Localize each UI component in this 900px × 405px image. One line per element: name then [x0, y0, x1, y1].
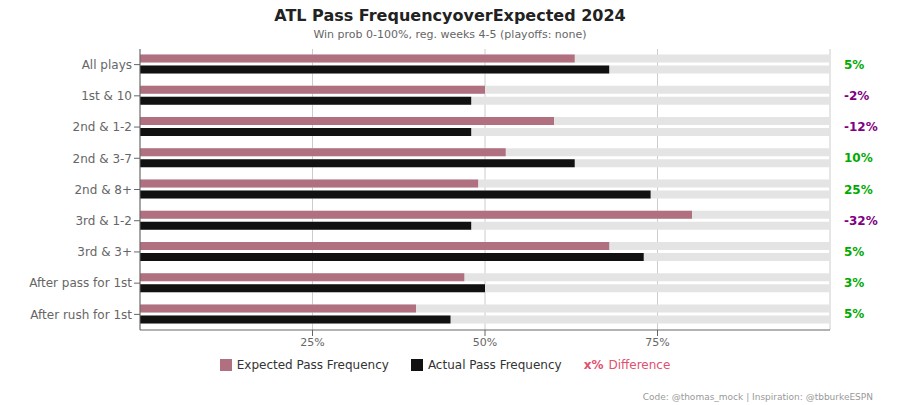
- html-text:Win prob 0-100%, reg. weeks 4-: Win prob 0-100%, reg. weeks 4-5 (playoff…: [313, 28, 587, 41]
- html-text:ATL Pass FrequencyoverExpected: ATL Pass FrequencyoverExpected 2024: [274, 6, 626, 25]
- svg-text:75%: 75%: [645, 336, 669, 349]
- svg-text:2nd & 1-2: 2nd & 1-2: [73, 120, 132, 134]
- svg-text:After pass for 1st: After pass for 1st: [29, 276, 132, 290]
- svg-text:25%: 25%: [300, 336, 324, 349]
- svg-text:25%: 25%: [844, 183, 873, 197]
- svg-text:2nd & 3-7: 2nd & 3-7: [73, 152, 132, 166]
- svg-text:After rush for 1st: After rush for 1st: [30, 308, 132, 322]
- html-text:Expected Pass Frequency: Expected Pass Frequency: [236, 358, 389, 372]
- svg-text:3rd & 3+: 3rd & 3+: [77, 245, 132, 259]
- svg-text:5%: 5%: [844, 307, 864, 321]
- html-text:Actual Pass Frequency: Actual Pass Frequency: [427, 358, 562, 372]
- html-text:Code: @thomas_mock | Inspirati: Code: @thomas_mock | Inspiration: @tbbur…: [642, 392, 873, 402]
- svg-text:3rd & 1-2: 3rd & 1-2: [75, 214, 132, 228]
- html-text:x% Difference: x% Difference: [583, 358, 671, 372]
- svg-text:5%: 5%: [844, 58, 864, 72]
- svg-text:1st & 10: 1st & 10: [81, 89, 132, 103]
- svg-text:10%: 10%: [844, 151, 873, 165]
- svg-text:3%: 3%: [844, 276, 864, 290]
- svg-text:-12%: -12%: [844, 120, 878, 134]
- svg-text:2nd & 8+: 2nd & 8+: [74, 183, 132, 197]
- svg-text:50%: 50%: [473, 336, 497, 349]
- svg-text:-2%: -2%: [844, 89, 869, 103]
- svg-text:All plays: All plays: [82, 58, 132, 72]
- svg-text:-32%: -32%: [844, 214, 878, 228]
- svg-text:5%: 5%: [844, 245, 864, 259]
